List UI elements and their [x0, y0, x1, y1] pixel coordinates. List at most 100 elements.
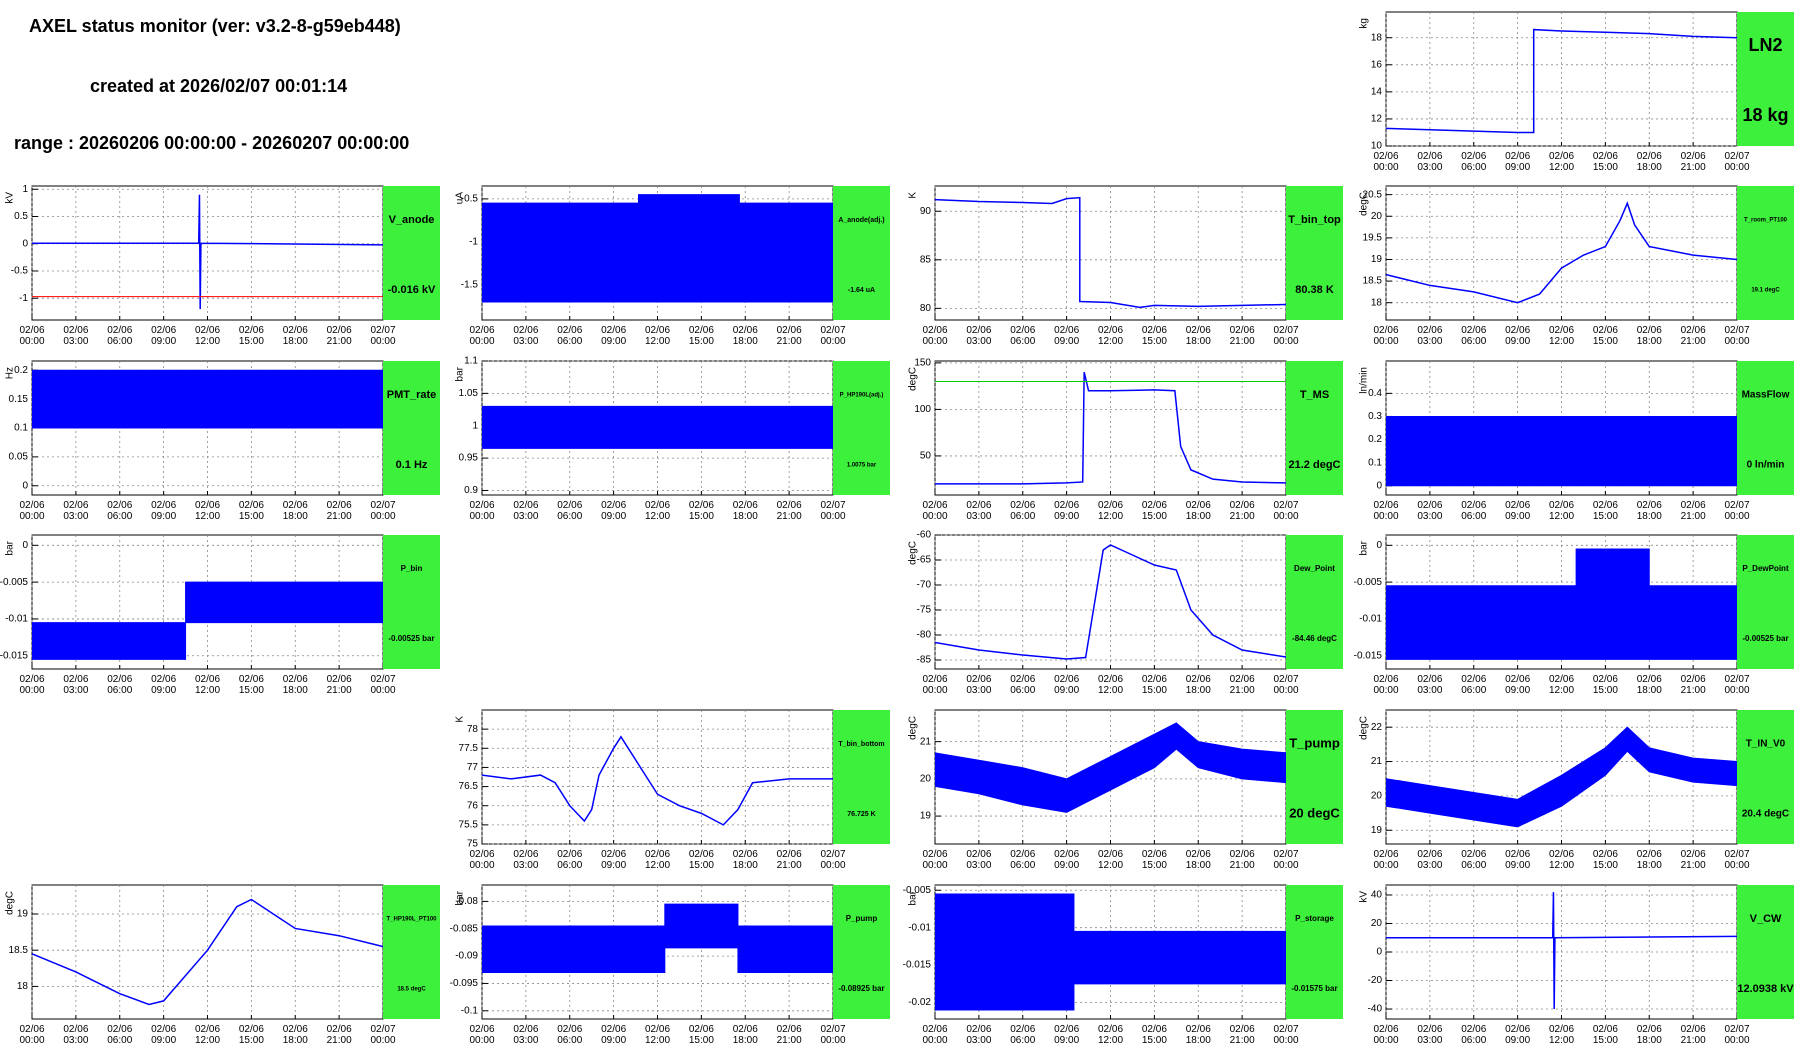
x-tick-label: 02/06 15:00 — [1593, 1024, 1618, 1046]
x-tick-label: 02/06 06:00 — [557, 325, 582, 347]
status-value: 0 ln/min — [1747, 460, 1785, 471]
y-tick-label: 1 — [472, 420, 478, 431]
x-tick-label: 02/07 00:00 — [820, 849, 845, 871]
x-tick-label: 02/06 06:00 — [1010, 325, 1035, 347]
x-tick-label: 02/06 06:00 — [1010, 674, 1035, 696]
y-tick-label: 18 — [1371, 32, 1383, 43]
y-tick-label: 22 — [1371, 722, 1383, 733]
y-axis-label: K — [908, 192, 919, 199]
x-tick-label: 02/06 09:00 — [1054, 325, 1079, 347]
x-tick-label: 02/06 18:00 — [1637, 151, 1662, 173]
panel: 02/06 00:00 02/06 03:00 02/06 06:00 02/06 09:00… — [5, 184, 440, 347]
x-tick-label: 02/06 00:00 — [469, 849, 494, 871]
x-tick-label: 02/06 18:00 — [1186, 325, 1211, 347]
x-tick-label: 02/07 00:00 — [370, 500, 395, 522]
panel: 02/06 00:00 02/06 03:00 02/06 06:00 02/06 09:00… — [0, 534, 440, 696]
x-tick-label: 02/06 18:00 — [1186, 674, 1211, 696]
data-line — [32, 194, 383, 310]
x-tick-label: 02/06 00:00 — [1373, 1024, 1398, 1046]
x-tick-label: 02/07 00:00 — [370, 325, 395, 347]
x-tick-label: 02/06 12:00 — [195, 674, 220, 696]
data-line — [1386, 892, 1737, 1010]
y-tick-label: 0.9 — [464, 485, 478, 496]
y-tick-label: 76 — [467, 800, 479, 811]
y-tick-label: -0.015 — [0, 650, 28, 661]
x-tick-label: 02/06 18:00 — [733, 325, 758, 347]
x-tick-label: 02/06 06:00 — [107, 1024, 132, 1046]
x-tick-label: 02/06 15:00 — [1142, 1024, 1167, 1046]
x-tick-label: 02/06 21:00 — [777, 1024, 802, 1046]
status-value: 21.2 degC — [1289, 459, 1341, 471]
panel: 02/06 00:00 02/06 03:00 02/06 06:00 02/06 09:00… — [1359, 884, 1794, 1046]
y-tick-label: -75 — [917, 605, 932, 616]
x-tick-label: 02/06 09:00 — [601, 849, 626, 871]
x-tick-label: 02/06 21:00 — [1230, 849, 1255, 871]
y-tick-label: 0.15 — [9, 394, 29, 405]
x-tick-label: 02/06 06:00 — [1010, 849, 1035, 871]
y-tick-label: 0 — [1376, 540, 1382, 551]
x-tick-label: 02/06 15:00 — [1593, 151, 1618, 173]
x-tick-label: 02/07 00:00 — [1724, 500, 1749, 522]
x-tick-label: 02/06 15:00 — [239, 500, 264, 522]
data-band — [482, 194, 833, 303]
x-tick-label: 02/06 12:00 — [1098, 674, 1123, 696]
data-band — [1386, 726, 1737, 828]
x-tick-label: 02/07 00:00 — [1724, 1024, 1749, 1046]
x-tick-label: 02/06 21:00 — [1230, 674, 1255, 696]
y-tick-label: -1 — [19, 293, 28, 304]
y-tick-label: 40 — [1371, 890, 1383, 901]
panel: 02/06 00:00 02/06 03:00 02/06 06:00 02/06 09:00… — [903, 884, 1343, 1046]
y-tick-label: 0.3 — [1368, 411, 1382, 422]
status-name: Dew_Point — [1294, 564, 1335, 573]
x-tick-label: 02/06 15:00 — [689, 500, 714, 522]
x-tick-label: 02/06 03:00 — [966, 325, 991, 347]
status-box — [1286, 361, 1343, 495]
status-name: V_anode — [389, 214, 435, 226]
y-tick-label: 20 — [1371, 211, 1383, 222]
y-tick-label: -65 — [917, 555, 932, 566]
y-tick-label: 80 — [920, 303, 932, 314]
x-tick-label: 02/06 00:00 — [1373, 849, 1398, 871]
y-axis-label: bar — [455, 890, 466, 905]
data-line — [32, 898, 383, 1006]
x-tick-label: 02/06 21:00 — [777, 849, 802, 871]
x-tick-label: 02/06 00:00 — [922, 325, 947, 347]
status-name: P_DewPoint — [1742, 564, 1789, 573]
status-value: 1.0075 bar — [847, 463, 877, 469]
x-tick-label: 02/06 06:00 — [557, 1024, 582, 1046]
panel: 02/06 00:00 02/06 03:00 02/06 06:00 02/06 09:00… — [1354, 534, 1794, 696]
x-tick-label: 02/06 15:00 — [1142, 325, 1167, 347]
x-tick-label: 02/06 18:00 — [1186, 849, 1211, 871]
x-tick-label: 02/06 21:00 — [327, 325, 352, 347]
y-tick-label: 20 — [1371, 791, 1383, 802]
x-tick-label: 02/06 09:00 — [1054, 849, 1079, 871]
status-box — [1737, 186, 1794, 320]
y-axis-label: bar — [1359, 540, 1370, 555]
y-tick-label: -0.02 — [908, 997, 931, 1008]
x-tick-label: 02/06 12:00 — [645, 325, 670, 347]
x-tick-label: 02/06 12:00 — [1549, 151, 1574, 173]
data-band — [1386, 415, 1737, 487]
x-tick-label: 02/06 18:00 — [733, 500, 758, 522]
status-value: -0.00525 bar — [1742, 634, 1788, 643]
x-tick-label: 02/06 15:00 — [689, 325, 714, 347]
status-name: T_pump — [1289, 735, 1340, 750]
status-value: -1.64 uA — [848, 287, 875, 294]
status-value: 19.1 degC — [1751, 288, 1780, 294]
page-title: AXEL status monitor (ver: v3.2-8-g59eb44… — [29, 16, 401, 36]
y-tick-label: -80 — [917, 630, 932, 641]
y-tick-label: -0.015 — [903, 960, 932, 971]
x-tick-label: 02/06 09:00 — [1054, 674, 1079, 696]
status-box — [1286, 710, 1343, 844]
x-tick-label: 02/06 18:00 — [733, 1024, 758, 1046]
x-tick-label: 02/06 21:00 — [777, 500, 802, 522]
y-tick-label: 75 — [467, 839, 479, 850]
status-box — [1286, 885, 1343, 1019]
status-name: A_anode(adj.) — [838, 217, 884, 224]
y-axis-label: bar — [455, 366, 466, 381]
x-tick-label: 02/06 21:00 — [1681, 500, 1706, 522]
x-tick-label: 02/06 06:00 — [107, 674, 132, 696]
status-box — [1286, 535, 1343, 669]
x-tick-label: 02/06 00:00 — [922, 674, 947, 696]
